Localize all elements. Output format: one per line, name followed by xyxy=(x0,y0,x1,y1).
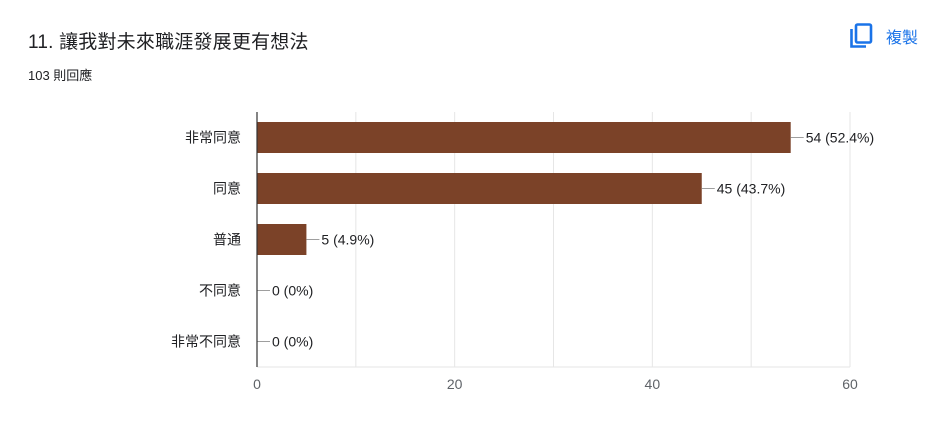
x-tick-label: 60 xyxy=(842,376,858,392)
copy-icon xyxy=(848,22,874,50)
copy-label: 複製 xyxy=(886,30,919,47)
data-label: 0 (0%) xyxy=(272,334,313,350)
data-label: 54 (52.4%) xyxy=(806,130,874,146)
x-tick-label: 20 xyxy=(447,376,463,392)
category-label: 不同意 xyxy=(199,283,241,299)
bar xyxy=(257,173,702,204)
category-label: 同意 xyxy=(213,181,241,197)
category-label: 非常不同意 xyxy=(171,334,241,350)
category-label: 非常同意 xyxy=(185,130,241,146)
copy-button[interactable]: 複製 xyxy=(848,20,918,52)
x-tick-label: 0 xyxy=(253,376,261,392)
question-title: 11. 讓我對未來職涯發展更有想法 xyxy=(28,32,309,53)
x-tick-label: 40 xyxy=(645,376,661,392)
data-label: 0 (0%) xyxy=(272,283,313,299)
data-label: 45 (43.7%) xyxy=(717,181,785,197)
data-label: 5 (4.9%) xyxy=(321,232,374,248)
bar xyxy=(257,122,791,153)
response-count: 103 則回應 xyxy=(28,68,93,83)
bar xyxy=(257,224,307,255)
category-label: 普通 xyxy=(213,232,241,248)
